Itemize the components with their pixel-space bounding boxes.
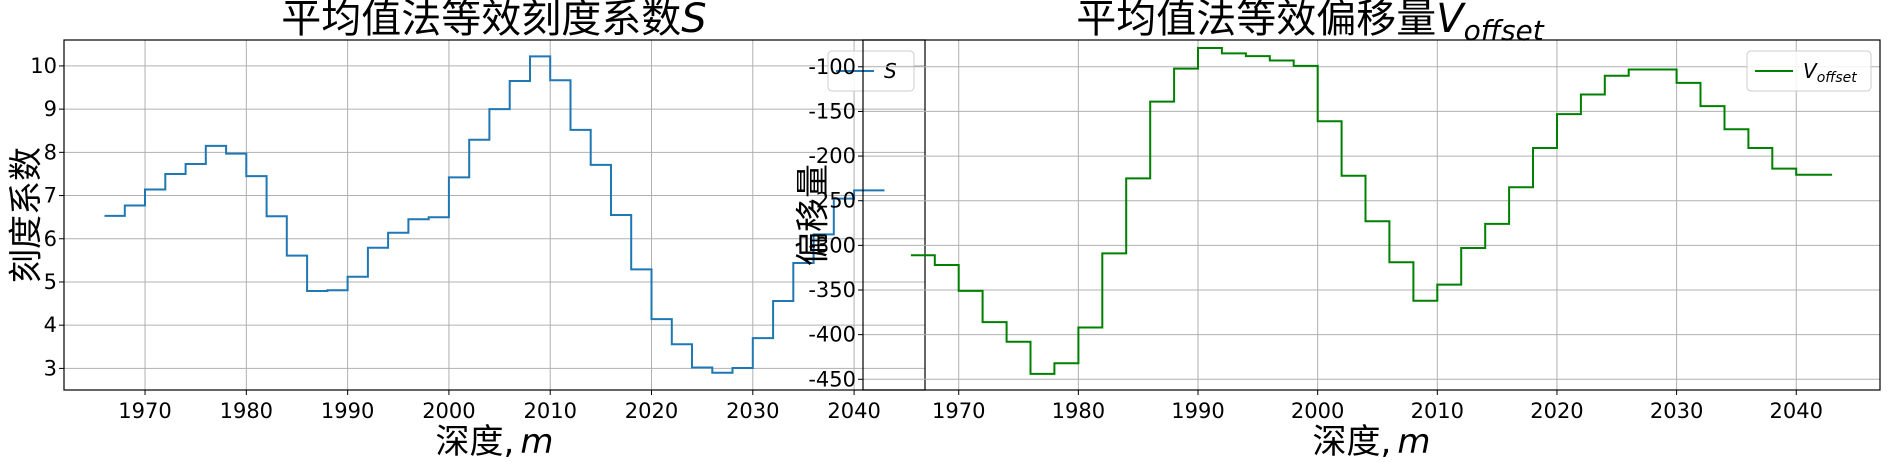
chart-title: 平均值法等效刻度系数S [281,0,706,42]
x-tick-label: 1970 [932,399,985,423]
legend-label: S [884,59,897,83]
x-tick-label: 2010 [523,399,576,423]
y-axis-label: 偏移量 [794,164,834,266]
chart-title: 平均值法等效偏移量Voffset [1076,0,1545,47]
chart-title-variable: V [1436,0,1466,42]
x-tick-label: 2000 [422,399,475,423]
chart-title-variable: S [681,0,706,42]
x-tick-label: 2040 [827,399,880,423]
chart-title-text: 平均值法等效刻度系数 [281,0,681,42]
legend: S [827,50,915,92]
chart-panel-scale-factor: 1970 1980 1990 2000 2010 2020 2030 2040 3 4 5 6 7 8 9 1… [7,0,926,462]
legend-box [1746,50,1872,92]
y-tick-label: -450 [808,367,856,391]
x-tick-label: 2000 [1291,399,1344,423]
x-axis-label-variable: m [1397,422,1430,462]
y-tick-label: 6 [44,227,57,251]
legend-label-main: V [1803,59,1818,83]
chart-title-text: 平均值法等效偏移量 [1076,0,1436,42]
legend: Voffset [1746,50,1872,92]
series-line [910,47,1833,375]
x-tick-label: 1980 [220,399,273,423]
y-tick-label: 10 [30,54,57,78]
y-axis-label: 刻度系数 [7,147,47,283]
x-tick-label: 1990 [1171,399,1224,423]
x-tick-label: 2020 [1530,399,1583,423]
y-tick-label: 7 [44,184,57,208]
x-axis-label: 深度, m [436,422,554,462]
x-tick-label: 1980 [1052,399,1105,423]
series-line [104,55,885,374]
x-axis-label-text: 深度, [1313,422,1392,462]
y-tick-label: -400 [808,323,856,347]
y-tick-label: -150 [808,99,856,123]
x-tick-label: 2030 [726,399,779,423]
plot-frame [862,39,1881,391]
legend-label: Voffset [1803,59,1857,86]
x-axis-label-text: 深度, [436,422,515,462]
x-tick-label: 1970 [118,399,171,423]
plot-frame [63,39,926,391]
legend-label-main: S [884,59,897,83]
y-tick-label: 8 [44,140,57,164]
x-tick-label: 2040 [1770,399,1823,423]
y-tick-label: 3 [44,356,57,380]
y-tick-label: -200 [808,144,856,168]
y-tick-label: 4 [44,313,57,337]
x-tick-label: 1990 [321,399,374,423]
y-tick-label: -250 [808,189,856,213]
y-tick-label: 9 [44,97,57,121]
chart-panel-offset: 1970 1980 1990 2000 2010 2020 2030 2040 -100 -150… [794,0,1881,462]
y-tick-label: -100 [808,55,856,79]
legend-label-subscript: offset [1817,70,1858,86]
y-tick-label: 5 [44,270,57,294]
x-tick-label: 2010 [1411,399,1464,423]
x-tick-label: 2020 [625,399,678,423]
chart-title-subscript: offset [1464,14,1545,47]
x-axis-label-variable: m [520,422,553,462]
x-axis-label: 深度, m [1313,422,1431,462]
y-tick-label: -350 [808,278,856,302]
y-tick-label: -300 [808,233,856,257]
x-tick-label: 2030 [1650,399,1703,423]
